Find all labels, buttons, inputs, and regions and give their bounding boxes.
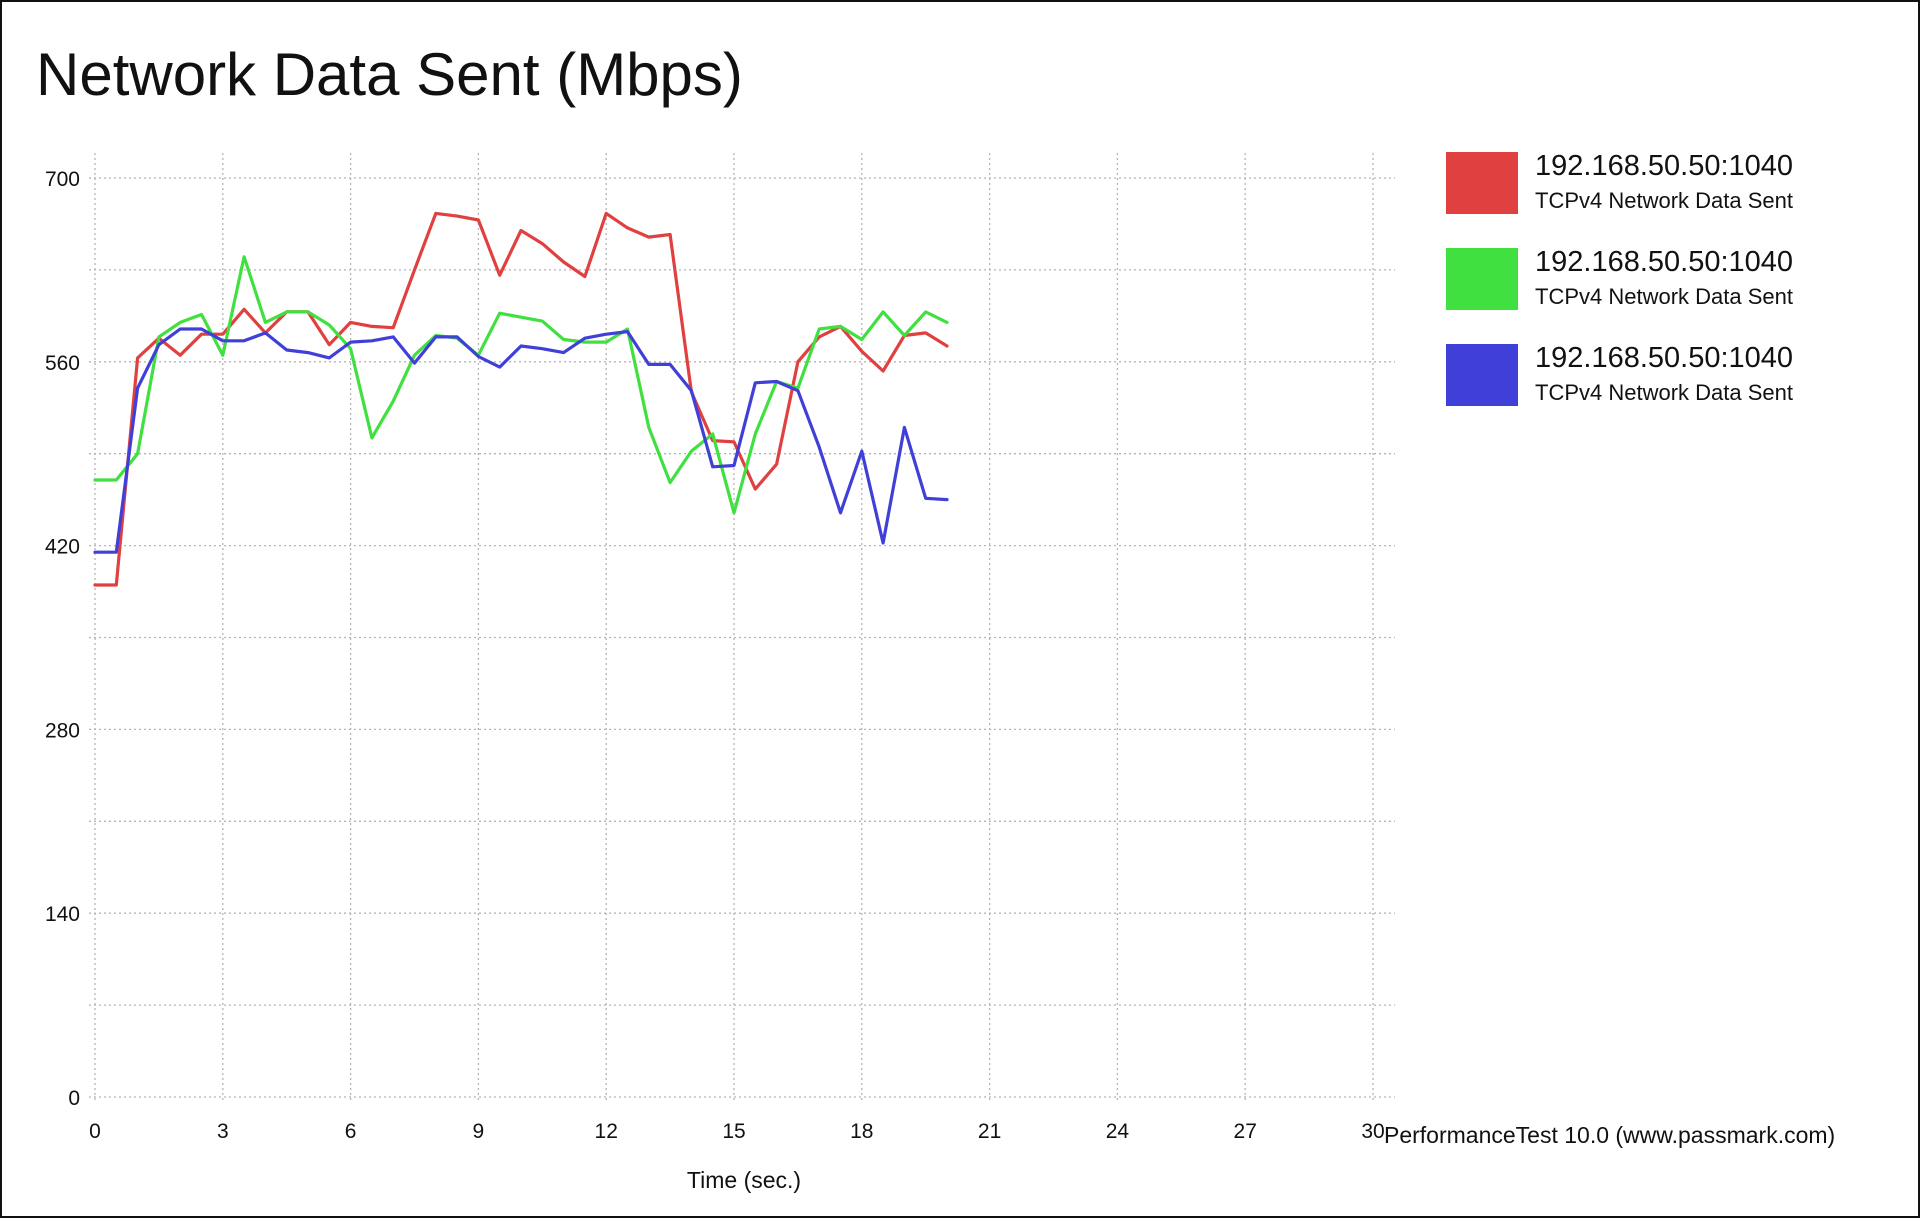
legend-series-subtitle: TCPv4 Network Data Sent: [1535, 380, 1793, 405]
grid: [89, 153, 1395, 1103]
x-tick-label: 3: [217, 1120, 229, 1143]
series-line-1: [93, 211, 949, 587]
x-tick-label: 15: [722, 1120, 745, 1143]
y-tick-label: 560: [45, 352, 80, 375]
legend-swatch-red: [1446, 152, 1518, 214]
legend-swatch-green: [1446, 248, 1518, 310]
x-tick-label: 27: [1234, 1120, 1257, 1143]
series-line-3: [93, 327, 949, 554]
series-lines: [93, 211, 949, 587]
y-tick-label: 140: [45, 903, 80, 926]
x-tick-label: 0: [89, 1120, 101, 1143]
x-tick-label: 18: [850, 1120, 873, 1143]
y-tick-label: 280: [45, 719, 80, 742]
y-tick-label: 700: [45, 168, 80, 191]
y-tick-label: 0: [68, 1087, 80, 1110]
x-tick-label: 30: [1361, 1120, 1384, 1143]
x-tick-label: 12: [595, 1120, 618, 1143]
legend-series-name: 192.168.50.50:1040: [1535, 246, 1794, 278]
legend-swatch-blue: [1446, 344, 1518, 406]
credit-text: PerformanceTest 10.0 (www.passmark.com): [1384, 1122, 1836, 1148]
axes: 0 140 280 420 560 700 0 3 6 9 12 15 18 21 24 27 30: [45, 168, 1385, 1143]
y-tick-label: 420: [45, 536, 80, 559]
legend-item: 192.168.50.50:1040 TCPv4 Network Data Se…: [1446, 246, 1886, 312]
x-tick-label: 24: [1106, 1120, 1130, 1143]
x-tick-label: 21: [978, 1120, 1001, 1143]
chart-title: Network Data Sent (Mbps): [36, 41, 743, 108]
x-axis-label: Time (sec.): [687, 1167, 801, 1193]
legend-series-name: 192.168.50.50:1040: [1535, 342, 1794, 374]
x-tick-label: 6: [345, 1120, 357, 1143]
legend-series-name: 192.168.50.50:1040: [1535, 150, 1794, 182]
series-line-2: [93, 255, 949, 515]
legend-series-subtitle: TCPv4 Network Data Sent: [1535, 284, 1793, 309]
x-tick-label: 9: [473, 1120, 485, 1143]
legend-series-subtitle: TCPv4 Network Data Sent: [1535, 188, 1793, 213]
legend-item: 192.168.50.50:1040 TCPv4 Network Data Se…: [1446, 342, 1886, 408]
legend-item: 192.168.50.50:1040 TCPv4 Network Data Se…: [1446, 150, 1886, 216]
